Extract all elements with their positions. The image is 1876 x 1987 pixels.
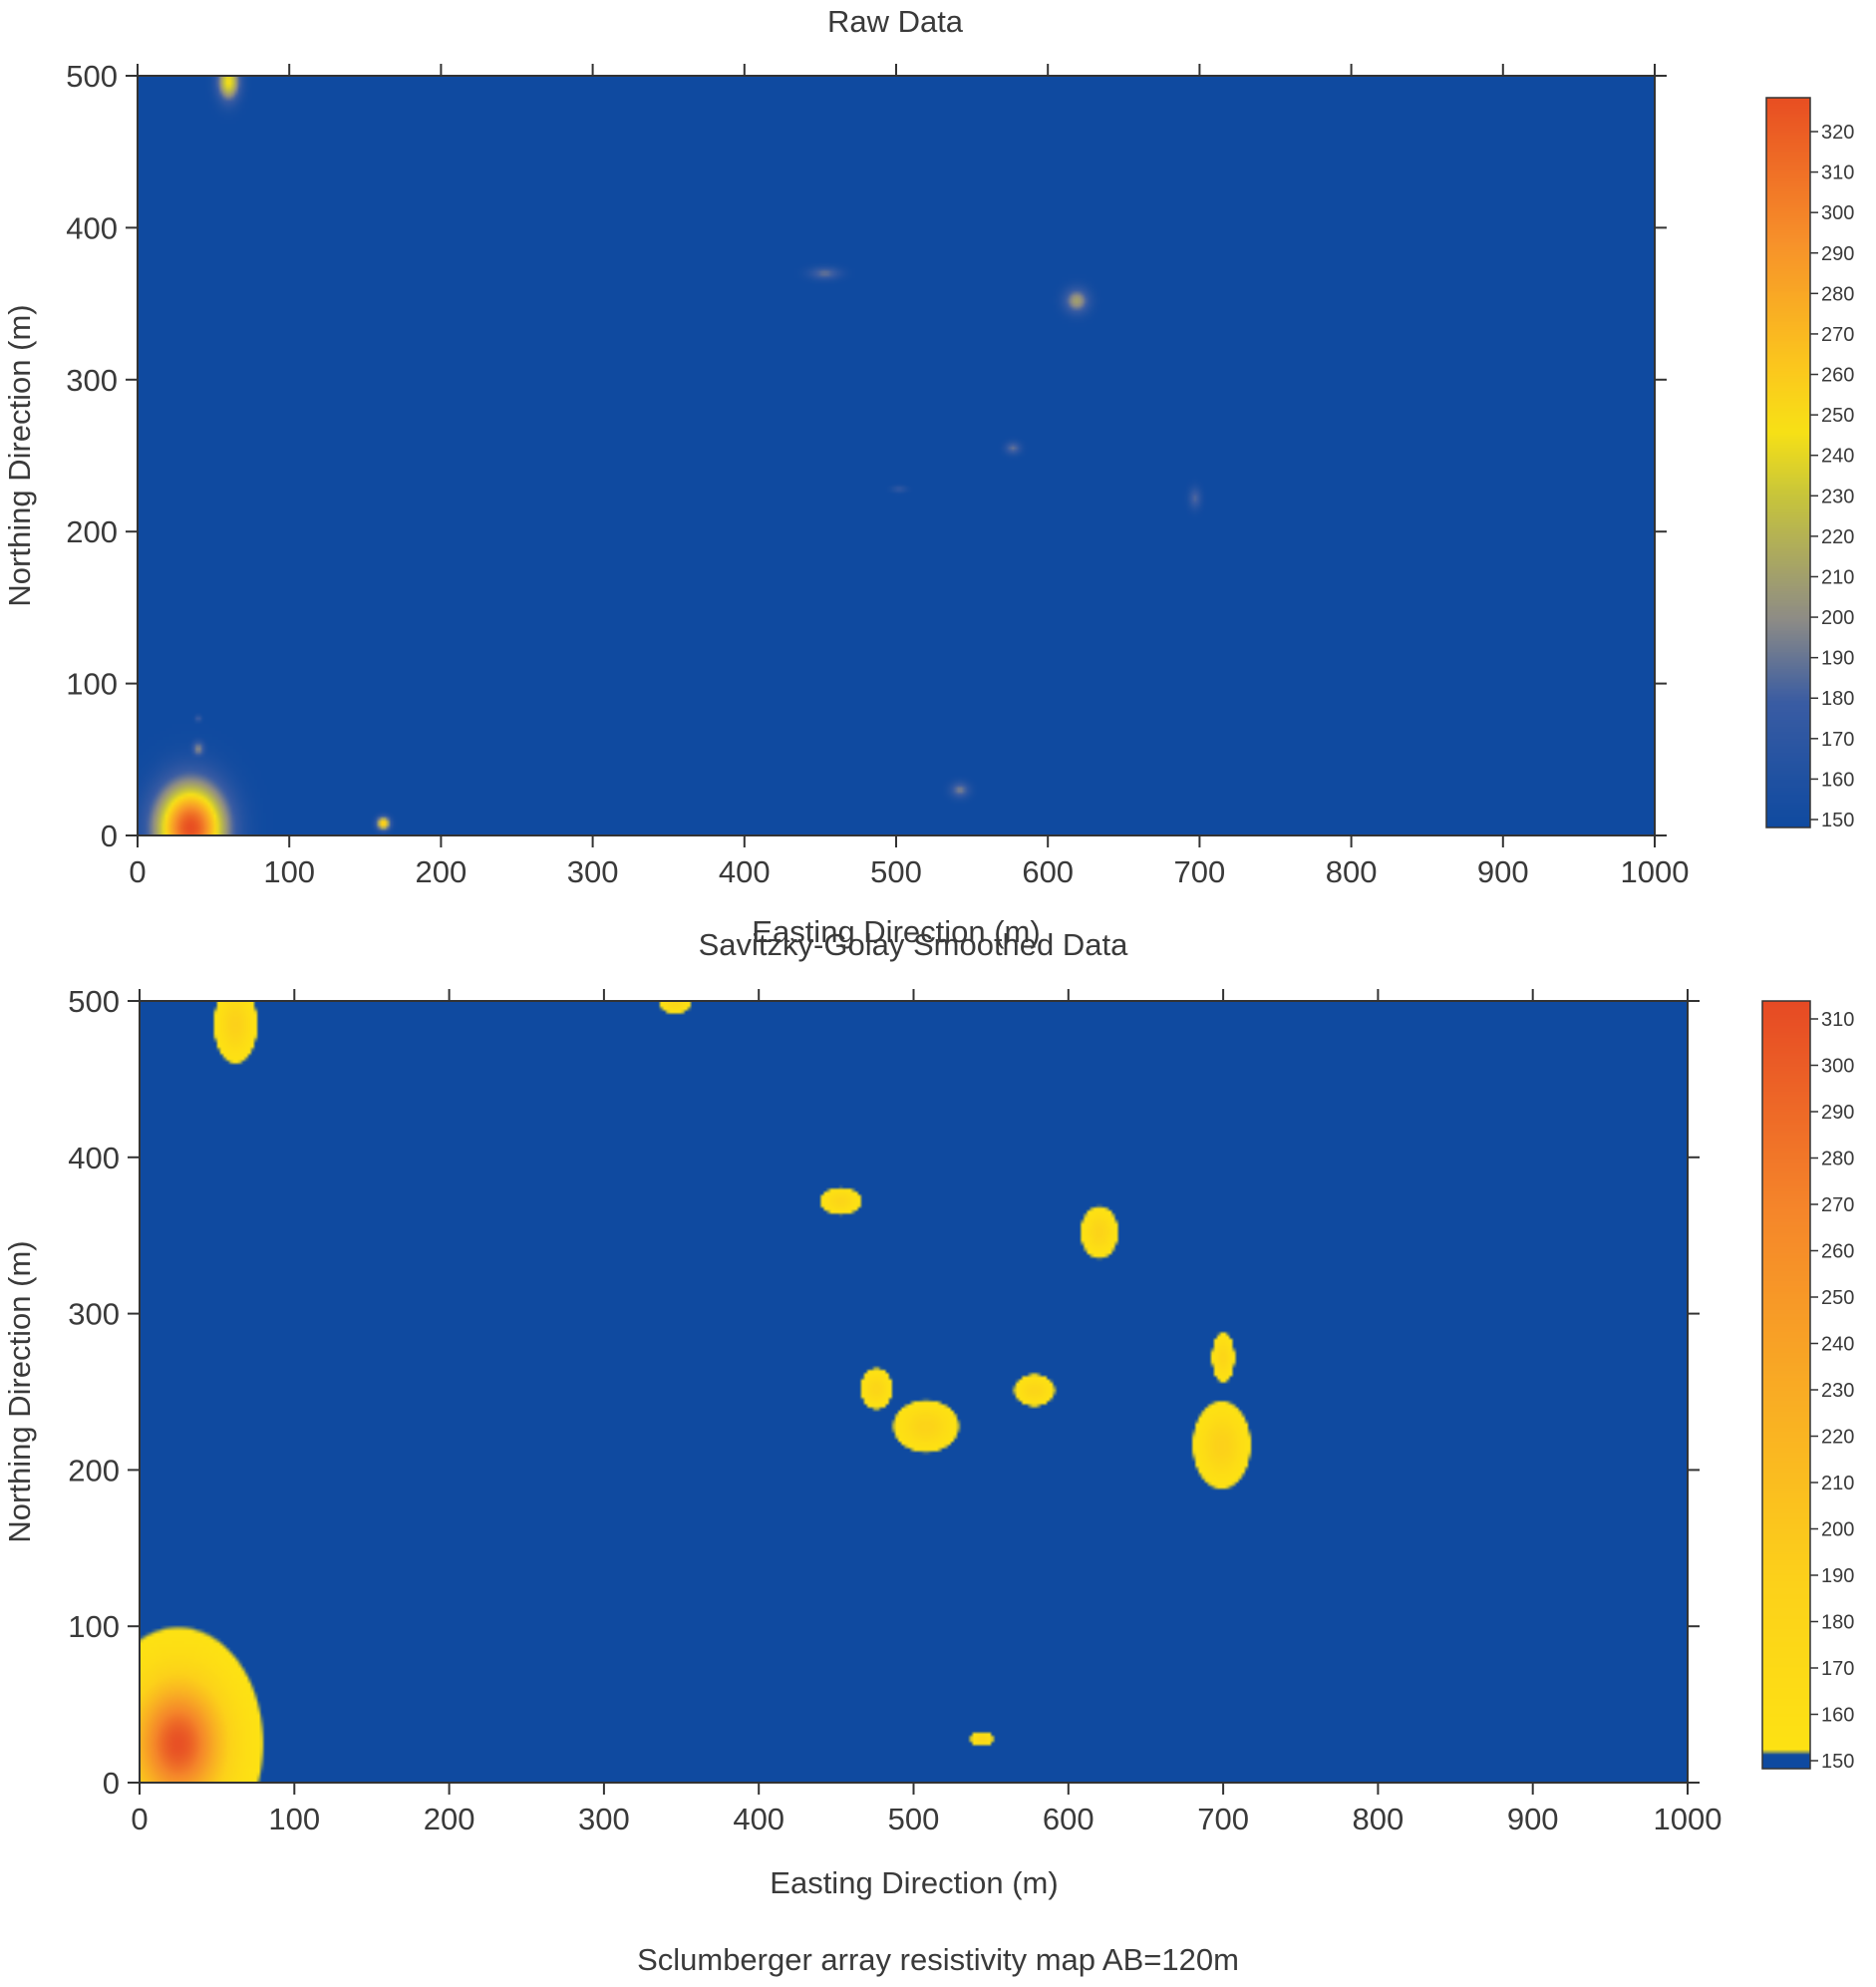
smoothed-data-y-tick-label: 0 [103,1766,120,1801]
smoothed-data-colorbar-tick-label: 190 [1821,1565,1854,1587]
smoothed-data-x-tick-label: 500 [888,1802,940,1836]
smoothed-data-x-tick-label: 0 [131,1802,148,1836]
raw-data-x-tick-label: 700 [1174,854,1226,889]
raw-data-x-tick-label: 100 [263,854,315,889]
raw-data-x-tick-label: 300 [567,854,619,889]
smoothed-data-x-axis-label: Easting Direction (m) [770,1865,1058,1900]
smoothed-data-colorbar-tick-label: 160 [1821,1705,1854,1727]
smoothed-data-x-tick-label: 800 [1353,1802,1405,1836]
smoothed-data-title: Savitzky-Golay Smoothed Data [699,927,1129,962]
smoothed-data-colorbar-tick-label: 220 [1821,1427,1854,1449]
smoothed-data-colorbar-tick-label: 280 [1821,1149,1854,1170]
smoothed-data-colorbar-tick-label: 150 [1821,1751,1854,1773]
smoothed-data-y-ticks: 0 100 200 300 400 500 [68,984,1700,1801]
smoothed-data-x-tick-label: 200 [424,1802,475,1836]
raw-data-y-ticks: 0 100 200 300 400 500 [66,59,1667,853]
smoothed-data-y-tick-label: 100 [68,1609,120,1644]
raw-data-x-tick-label: 600 [1022,854,1074,889]
smoothed-data-colorbar-ticks: 150 160 170 180 190 200 210 220 230 240 250 260 270 2… [1810,1009,1854,1773]
raw-data-colorbar-ticks: 150 160 170 180 190 200 210 220 230 240 250 260 270 2… [1810,122,1854,831]
smoothed-data-colorbar-tick-label: 180 [1821,1612,1854,1634]
smoothed-data-y-axis-label: Northing Direction (m) [2,1240,37,1542]
raw-data-x-ticks: 0 100 200 300 400 500 600 700 800 900 1000 [129,64,1689,889]
figure-caption: Sclumberger array resistivity map AB=120… [637,1942,1239,1977]
raw-data-colorbar-tick-label: 150 [1821,810,1854,831]
smoothed-data-colorbar-frame [1761,1000,1811,1770]
raw-data-colorbar-tick-label: 310 [1821,163,1854,184]
raw-data-y-axis-label: Northing Direction (m) [2,304,37,606]
smoothed-data-x-tick-label: 400 [733,1802,784,1836]
raw-data-y-tick-label: 100 [66,667,118,702]
raw-data-x-tick-label: 400 [719,854,771,889]
raw-data-y-tick-label: 0 [101,819,118,853]
raw-data-x-tick-label: 800 [1326,854,1378,889]
raw-data-colorbar-tick-label: 300 [1821,202,1854,224]
smoothed-data-heatmap [140,1001,1688,1783]
raw-data-colorbar-tick-label: 250 [1821,405,1854,427]
raw-data-colorbar-tick-label: 280 [1821,283,1854,305]
smoothed-data-y-tick-label: 500 [68,984,120,1019]
raw-data-panel: Raw Data 0 100 200 300 400 500 600 700 800 900 100… [2,4,1854,949]
smoothed-data-colorbar-tick-label: 310 [1821,1009,1854,1031]
smoothed-data-x-tick-label: 100 [268,1802,320,1836]
smoothed-data-y-tick-label: 400 [68,1141,120,1175]
smoothed-data-x-tick-label: 1000 [1654,1802,1722,1836]
smoothed-data-x-tick-label: 600 [1043,1802,1094,1836]
smoothed-data-colorbar [1762,1001,1810,1769]
smoothed-data-x-tick-label: 900 [1507,1802,1559,1836]
raw-data-colorbar-tick-label: 210 [1821,566,1854,588]
raw-data-colorbar-frame [1765,97,1811,828]
smoothed-data-y-tick-label: 300 [68,1297,120,1332]
raw-data-colorbar-tick-label: 240 [1821,446,1854,468]
smoothed-data-panel: Savitzky-Golay Smoothed Data 0 100 200 300 4… [2,927,1854,1900]
raw-data-colorbar-tick-label: 190 [1821,648,1854,670]
raw-data-colorbar-tick-label: 320 [1821,122,1854,144]
raw-data-colorbar-tick-label: 260 [1821,365,1854,387]
raw-data-heatmap [138,76,1655,835]
raw-data-y-tick-label: 400 [66,210,118,245]
smoothed-data-colorbar-tick-label: 210 [1821,1473,1854,1494]
smoothed-data-colorbar-tick-label: 300 [1821,1056,1854,1078]
smoothed-data-x-tick-label: 300 [578,1802,630,1836]
smoothed-data-colorbar-tick-label: 200 [1821,1519,1854,1541]
raw-data-colorbar-tick-label: 200 [1821,607,1854,629]
smoothed-data-y-tick-label: 200 [68,1453,120,1488]
raw-data-x-tick-label: 0 [129,854,146,889]
raw-data-x-tick-label: 500 [870,854,922,889]
raw-data-colorbar-tick-label: 270 [1821,324,1854,346]
smoothed-data-colorbar-tick-label: 240 [1821,1334,1854,1356]
smoothed-data-colorbar-tick-label: 250 [1821,1287,1854,1309]
raw-data-x-tick-label: 900 [1477,854,1529,889]
raw-data-y-tick-label: 300 [66,363,118,398]
raw-data-colorbar-tick-label: 170 [1821,729,1854,751]
raw-data-colorbar [1766,98,1810,828]
raw-data-colorbar-tick-label: 180 [1821,688,1854,710]
raw-data-y-tick-label: 500 [66,59,118,94]
raw-data-colorbar-tick-label: 220 [1821,526,1854,548]
raw-data-colorbar-tick-label: 290 [1821,243,1854,265]
smoothed-data-x-ticks: 0 100 200 300 400 500 600 700 800 900 1000 [131,989,1721,1836]
raw-data-x-tick-label: 200 [416,854,468,889]
raw-data-colorbar-tick-label: 230 [1821,486,1854,507]
smoothed-data-colorbar-tick-label: 290 [1821,1102,1854,1124]
raw-data-colorbar-tick-label: 160 [1821,769,1854,791]
smoothed-data-x-tick-label: 700 [1197,1802,1249,1836]
smoothed-data-colorbar-tick-label: 170 [1821,1658,1854,1680]
raw-data-title: Raw Data [827,4,964,39]
raw-data-y-tick-label: 200 [66,514,118,549]
smoothed-data-colorbar-tick-label: 270 [1821,1194,1854,1216]
smoothed-data-colorbar-tick-label: 230 [1821,1380,1854,1402]
raw-data-x-axis-label: Easting Direction (m) [752,914,1040,949]
smoothed-data-colorbar-tick-label: 260 [1821,1241,1854,1263]
raw-data-x-tick-label: 1000 [1621,854,1690,889]
